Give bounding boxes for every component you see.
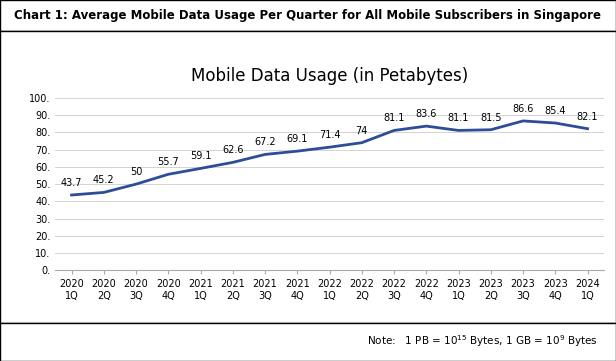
Text: 82.1: 82.1	[577, 112, 598, 122]
Text: 83.6: 83.6	[416, 109, 437, 119]
Text: Note:   1 PB = 10$^{15}$ Bytes, 1 GB = 10$^{9}$ Bytes: Note: 1 PB = 10$^{15}$ Bytes, 1 GB = 10$…	[367, 334, 598, 349]
Text: 81.1: 81.1	[448, 113, 469, 123]
FancyBboxPatch shape	[0, 323, 616, 361]
Text: 86.6: 86.6	[513, 104, 533, 114]
Text: 81.5: 81.5	[480, 113, 501, 123]
Text: 74: 74	[355, 126, 368, 136]
Text: 43.7: 43.7	[61, 178, 83, 188]
Text: 62.6: 62.6	[222, 145, 243, 156]
Text: 85.4: 85.4	[545, 106, 566, 116]
Text: 50: 50	[130, 167, 142, 177]
Title: Mobile Data Usage (in Petabytes): Mobile Data Usage (in Petabytes)	[191, 67, 468, 85]
Text: 81.1: 81.1	[383, 113, 405, 123]
Text: 59.1: 59.1	[190, 152, 211, 161]
FancyBboxPatch shape	[0, 0, 616, 31]
Text: Chart 1: Average Mobile Data Usage Per Quarter for All Mobile Subscribers in Sin: Chart 1: Average Mobile Data Usage Per Q…	[15, 9, 601, 22]
Text: 67.2: 67.2	[254, 138, 276, 148]
Text: 55.7: 55.7	[158, 157, 179, 168]
FancyBboxPatch shape	[0, 31, 616, 323]
Text: Plot Area: Plot Area	[102, 334, 146, 344]
Text: 69.1: 69.1	[286, 134, 308, 144]
Text: 71.4: 71.4	[319, 130, 340, 140]
Text: 45.2: 45.2	[93, 175, 115, 186]
